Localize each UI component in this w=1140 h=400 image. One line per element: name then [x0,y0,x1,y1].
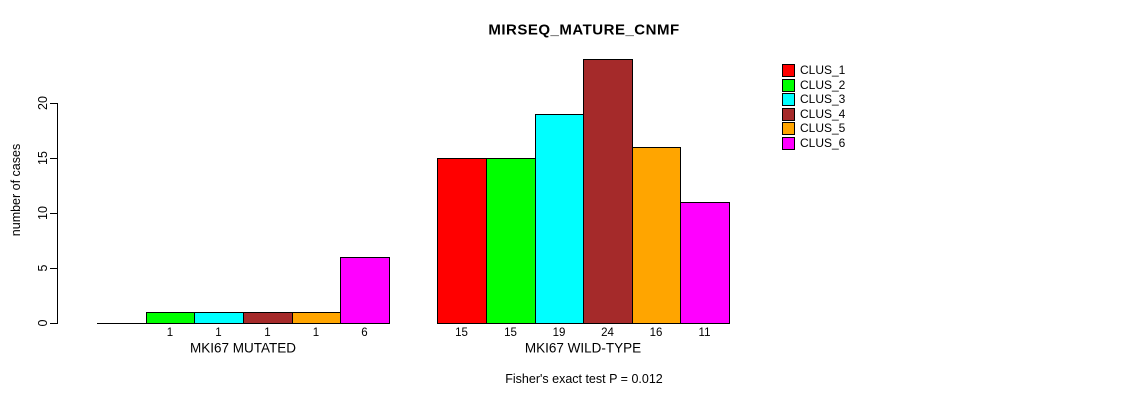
bar [437,158,487,324]
legend-label: CLUS_6 [800,136,846,150]
bar-value-label: 19 [552,327,566,339]
bar [292,312,341,324]
legend-swatch [782,93,795,106]
bar-value-label: 24 [601,327,614,339]
legend-label: CLUS_4 [800,107,846,121]
y-axis-tick-label: 0 [36,319,50,327]
legend-swatch [782,64,795,77]
y-axis-tick [50,323,57,324]
bar [486,158,536,324]
bar-value-label: 6 [361,327,368,339]
y-axis-tick-label: 5 [36,264,50,272]
legend-swatch [782,108,795,121]
bar-value-label: 1 [312,327,320,339]
y-axis-tick [50,268,57,269]
bar-value-label: 11 [698,327,711,339]
chart-title: MIRSEQ_MATURE_CNMF [488,21,680,39]
legend-label: CLUS_5 [800,121,846,135]
bar [535,114,584,324]
bar-value-label: 16 [649,327,663,339]
bar [680,202,730,324]
bar [340,257,390,324]
legend-swatch [782,122,795,135]
fisher-test-annotation: Fisher's exact test P = 0.012 [505,372,663,386]
legend-label: CLUS_2 [800,78,846,92]
legend-swatch [782,79,795,92]
y-axis-line [57,103,58,324]
legend-swatch [782,137,795,150]
bar-value-label: 1 [166,327,174,339]
legend-label: CLUS_1 [800,63,846,77]
bar-value-label: 1 [215,327,222,339]
bar-value-label: 15 [504,327,517,339]
y-axis-tick-label: 10 [36,206,50,220]
bar [583,59,633,324]
y-axis-tick [50,103,57,104]
bar-value-label: 15 [455,327,468,339]
y-axis-tick [50,213,57,214]
group-label: MKI67 WILD-TYPE [524,340,642,356]
y-axis-tick [50,158,57,159]
y-axis-tick-label: 20 [36,96,50,110]
group-label: MKI67 MUTATED [189,340,297,356]
bar [146,312,195,324]
legend-label: CLUS_3 [800,92,846,106]
y-axis-label: number of cases [9,143,23,237]
bar-value-label: 1 [264,327,271,339]
bar [243,312,293,324]
bar [194,312,244,324]
y-axis-tick-label: 15 [36,151,50,165]
bar [632,147,681,324]
